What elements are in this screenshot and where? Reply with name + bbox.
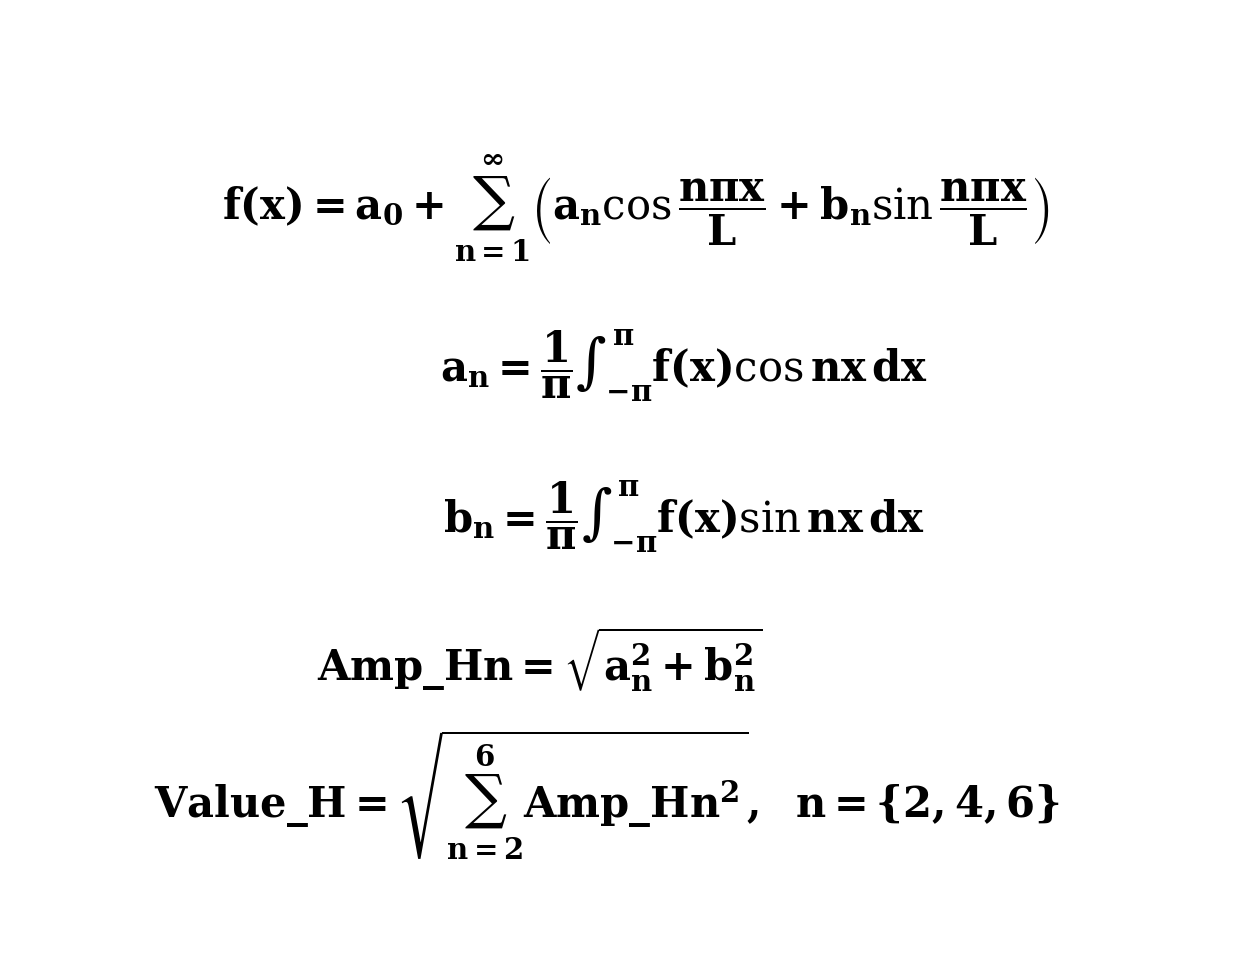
- Text: $\mathbf{Value\_H = \sqrt{\sum_{n=2}^{6} Amp\_Hn^2},\ \ n=\{2,4,6\}}$: $\mathbf{Value\_H = \sqrt{\sum_{n=2}^{6}…: [154, 728, 1059, 861]
- Text: $\mathbf{a_n = \dfrac{1}{\pi}\int_{-\pi}^{\pi} f(x)\cos nx\, dx}$: $\mathbf{a_n = \dfrac{1}{\pi}\int_{-\pi}…: [440, 327, 928, 404]
- Text: $\mathbf{Amp\_Hn = \sqrt{a_n^2 + b_n^2}}$: $\mathbf{Amp\_Hn = \sqrt{a_n^2 + b_n^2}}…: [316, 624, 763, 693]
- Text: $\mathbf{f(x) = a_0 + \sum_{n=1}^{\infty}\left(a_n\cos\dfrac{n\pi x}{L} + b_n\si: $\mathbf{f(x) = a_0 + \sum_{n=1}^{\infty…: [222, 151, 1049, 264]
- Text: $\mathbf{b_n = \dfrac{1}{\pi}\int_{-\pi}^{\pi} f(x)\sin nx\, dx}$: $\mathbf{b_n = \dfrac{1}{\pi}\int_{-\pi}…: [443, 478, 925, 554]
